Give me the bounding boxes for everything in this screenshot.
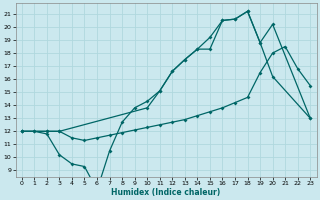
X-axis label: Humidex (Indice chaleur): Humidex (Indice chaleur)	[111, 188, 221, 197]
